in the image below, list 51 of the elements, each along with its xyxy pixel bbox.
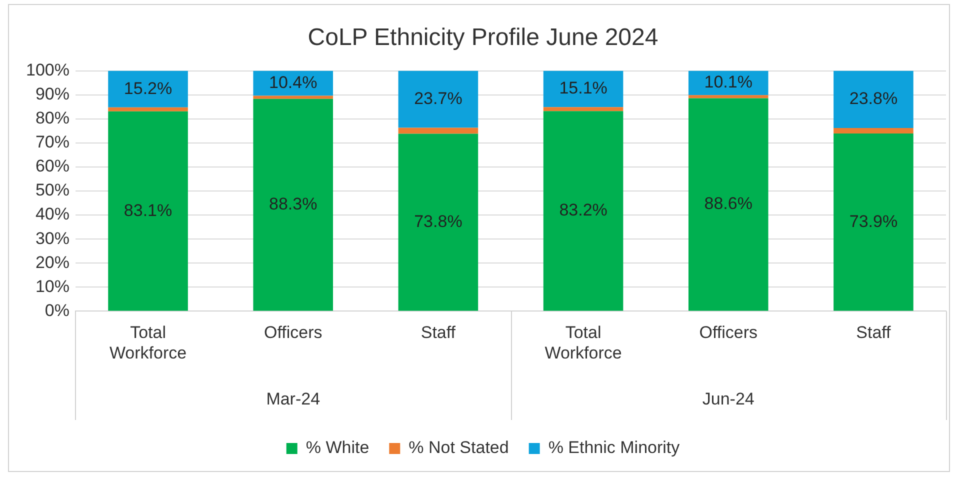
bar bbox=[108, 107, 188, 112]
legend-label: % Ethnic Minority bbox=[548, 438, 680, 458]
y-tick-label: 20% bbox=[35, 252, 70, 272]
y-tick-label: 10% bbox=[35, 276, 70, 296]
bar bbox=[253, 98, 334, 311]
bar bbox=[834, 134, 914, 311]
x-tick-label: Total Workforce bbox=[544, 323, 622, 362]
chart-title: CoLP Ethnicity Profile June 2024 bbox=[308, 24, 658, 52]
data-label: 23.8% bbox=[849, 89, 898, 108]
y-tick-label: 30% bbox=[35, 228, 70, 248]
data-label: 15.2% bbox=[124, 78, 172, 98]
data-label: 73.9% bbox=[849, 212, 898, 231]
y-tick-label: 70% bbox=[35, 132, 70, 152]
data-label: 83.2% bbox=[559, 200, 608, 220]
data-label: 83.1% bbox=[124, 200, 172, 220]
data-label: 10.4% bbox=[269, 72, 318, 92]
legend-label: % White bbox=[306, 438, 370, 458]
bar bbox=[108, 70, 188, 108]
data-label: 88.3% bbox=[269, 194, 318, 214]
x-tick-label: Total Workforce bbox=[109, 323, 187, 362]
y-tick-label: 60% bbox=[35, 156, 70, 176]
data-label: 73.8% bbox=[414, 212, 462, 231]
bar bbox=[108, 111, 188, 311]
bar bbox=[688, 98, 768, 311]
bar bbox=[398, 134, 478, 311]
y-tick-label: 100% bbox=[26, 60, 70, 80]
x-tick-label: Staff bbox=[856, 323, 892, 342]
y-tick-label: 90% bbox=[35, 84, 70, 104]
bar bbox=[543, 111, 624, 311]
text: Mar-24 bbox=[266, 390, 320, 409]
bar bbox=[543, 70, 624, 108]
text: Jun-24 bbox=[702, 390, 754, 409]
x-tick-label: Staff bbox=[420, 323, 456, 342]
legend-label: % Not Stated bbox=[408, 438, 509, 458]
data-label: 23.7% bbox=[414, 88, 462, 108]
bar bbox=[834, 70, 914, 128]
y-tick-label: 0% bbox=[44, 300, 70, 320]
y-tick-label: 50% bbox=[35, 180, 70, 200]
bar bbox=[688, 95, 768, 98]
bar bbox=[834, 128, 914, 134]
data-label: 88.6% bbox=[704, 194, 752, 214]
bar bbox=[398, 128, 478, 134]
x-tick-label: Officers bbox=[264, 323, 322, 342]
bar bbox=[253, 96, 334, 99]
y-tick-label: 80% bbox=[35, 108, 70, 128]
bar bbox=[398, 70, 478, 128]
bar bbox=[543, 107, 624, 112]
y-tick-label: 40% bbox=[35, 204, 70, 224]
data-label: 10.1% bbox=[704, 72, 752, 92]
x-tick-label: Officers bbox=[699, 323, 758, 342]
data-label: 15.1% bbox=[559, 78, 608, 98]
